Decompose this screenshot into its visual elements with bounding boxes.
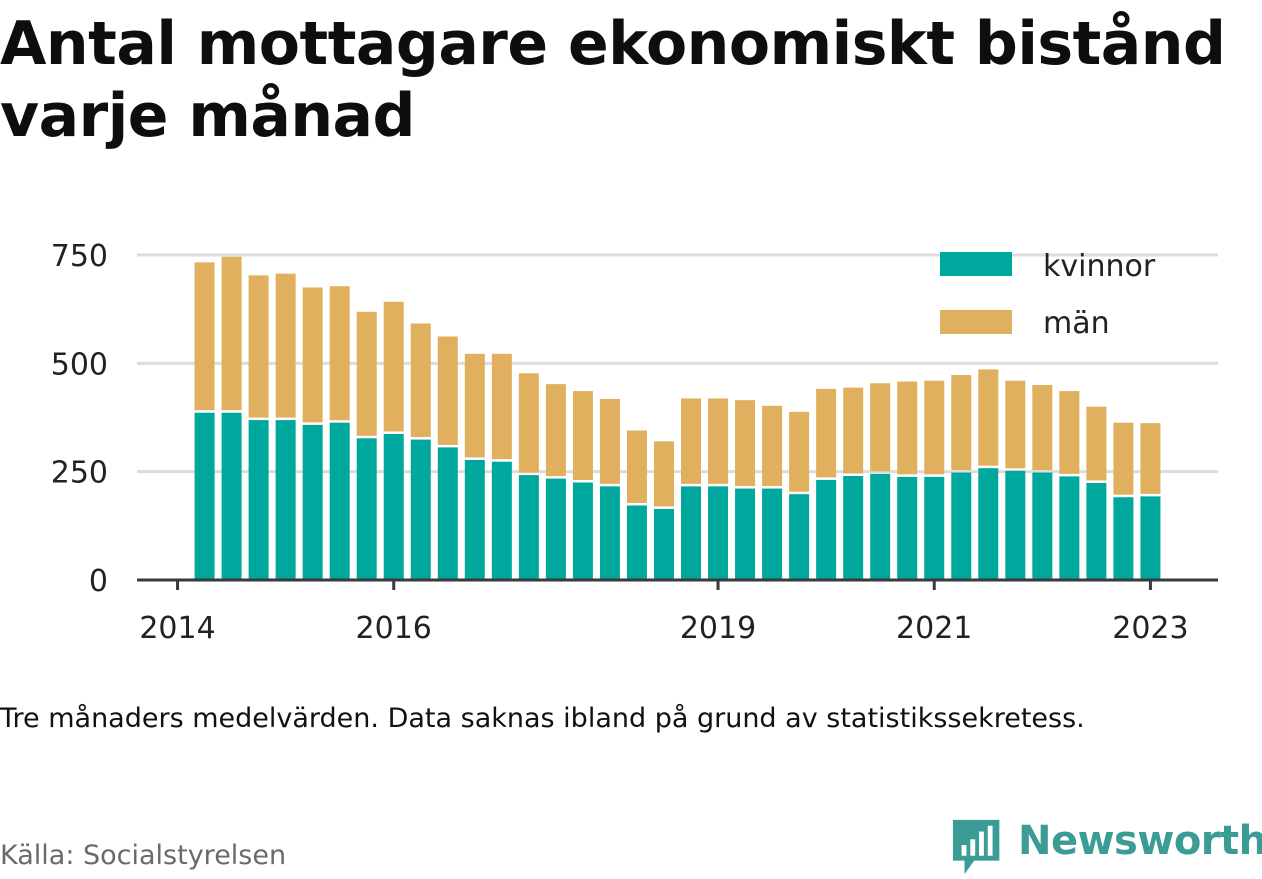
bar-kvinnor [735, 488, 756, 580]
bar-man [1059, 391, 1080, 474]
bar-kvinnor [924, 476, 945, 580]
bar-kvinnor [626, 505, 647, 580]
bar-kvinnor [1032, 472, 1053, 580]
bar-kvinnor [681, 486, 702, 580]
bar-man [545, 384, 566, 477]
bar-kvinnor [302, 424, 323, 580]
stacked-bar-chart: 0 250 500 750 2014 2016 2019 2021 2023 kvinnor … [51, 239, 1218, 646]
x-axis: 2014 2016 2019 2021 2023 [139, 580, 1189, 646]
gridlines [137, 253, 1218, 474]
bar-man [762, 405, 783, 487]
bar-kvinnor [356, 438, 377, 580]
bar-man [437, 336, 458, 445]
bar-kvinnor [599, 486, 620, 580]
bar-man [681, 398, 702, 484]
bar-man [1086, 406, 1107, 481]
bar-kvinnor [1113, 497, 1134, 580]
bar-man [870, 383, 891, 472]
chart-title: Antal mottagare ekonomiskt bistånd varje… [0, 9, 1226, 151]
bar-kvinnor [464, 459, 485, 580]
bar-kvinnor [1005, 470, 1026, 580]
bar-man [816, 388, 837, 478]
bar-man [897, 381, 918, 475]
bar-man [356, 311, 377, 436]
bar-kvinnor [1140, 496, 1161, 580]
legend-label-kvinnor: kvinnor [1043, 249, 1156, 284]
bar-man [735, 400, 756, 487]
bar-kvinnor [816, 479, 837, 580]
bar-man [1032, 385, 1053, 471]
y-tick-label: 250 [51, 456, 108, 491]
brand-name: Newsworthy [1018, 818, 1262, 864]
bar-man [626, 430, 647, 503]
source-text: Källa: Socialstyrelsen [0, 840, 287, 871]
legend-swatch-kvinnor [940, 252, 1012, 276]
bar-kvinnor [194, 412, 215, 580]
legend: kvinnor män [940, 249, 1156, 341]
bar-kvinnor [545, 478, 566, 580]
bar-man [653, 441, 674, 507]
bar-kvinnor [951, 472, 972, 580]
x-tick-label: 2016 [356, 611, 432, 646]
y-tick-label: 0 [89, 564, 108, 599]
bar-kvinnor [897, 476, 918, 580]
x-tick-label: 2019 [680, 611, 756, 646]
newsworthy-logo-icon [952, 819, 1000, 875]
bar-kvinnor [410, 439, 431, 580]
bar-kvinnor [491, 461, 512, 580]
bar-man [464, 353, 485, 458]
bar-man [572, 391, 593, 480]
x-tick-label: 2021 [896, 611, 972, 646]
bar-kvinnor [843, 476, 864, 580]
bar-man [491, 353, 512, 460]
bar-man [843, 387, 864, 474]
bar-man [248, 275, 269, 418]
bar-kvinnor [708, 486, 729, 580]
bar-kvinnor [870, 473, 891, 580]
bar-kvinnor [572, 482, 593, 580]
chart-note: Tre månaders medelvärden. Data saknas ib… [0, 703, 1085, 734]
bar-man [978, 369, 999, 466]
bar-man [1140, 423, 1161, 494]
bar-man [789, 411, 810, 492]
y-tick-label: 500 [51, 347, 108, 382]
bar-kvinnor [275, 420, 296, 580]
bar-man [275, 273, 296, 418]
bar-kvinnor [762, 488, 783, 580]
bar-kvinnor [437, 447, 458, 580]
bar-kvinnor [329, 422, 350, 580]
bar-man [1113, 422, 1134, 495]
bar-kvinnor [248, 420, 269, 580]
bar-man [1005, 380, 1026, 469]
bar-kvinnor [789, 494, 810, 580]
x-tick-label: 2014 [139, 611, 215, 646]
bar-man [599, 398, 620, 484]
bar-man [518, 373, 539, 473]
bar-kvinnor [653, 508, 674, 580]
y-axis: 0 250 500 750 [51, 239, 108, 599]
bar-man [221, 256, 242, 411]
bar-man [708, 398, 729, 484]
bar-man [951, 375, 972, 471]
bar-kvinnor [518, 475, 539, 580]
bar-kvinnor [1059, 476, 1080, 580]
bar-man [329, 286, 350, 421]
bar-man [410, 323, 431, 438]
bar-kvinnor [1086, 482, 1107, 580]
x-tick-label: 2023 [1112, 611, 1188, 646]
bar-man [194, 262, 215, 411]
bar-kvinnor [383, 433, 404, 580]
bar-man [383, 301, 404, 432]
bar-man [924, 380, 945, 475]
legend-swatch-man [940, 310, 1012, 334]
bars [194, 256, 1161, 580]
bar-kvinnor [221, 412, 242, 580]
y-tick-label: 750 [51, 239, 108, 274]
legend-label-man: män [1043, 306, 1110, 341]
bar-kvinnor [978, 468, 999, 580]
bar-man [302, 287, 323, 423]
